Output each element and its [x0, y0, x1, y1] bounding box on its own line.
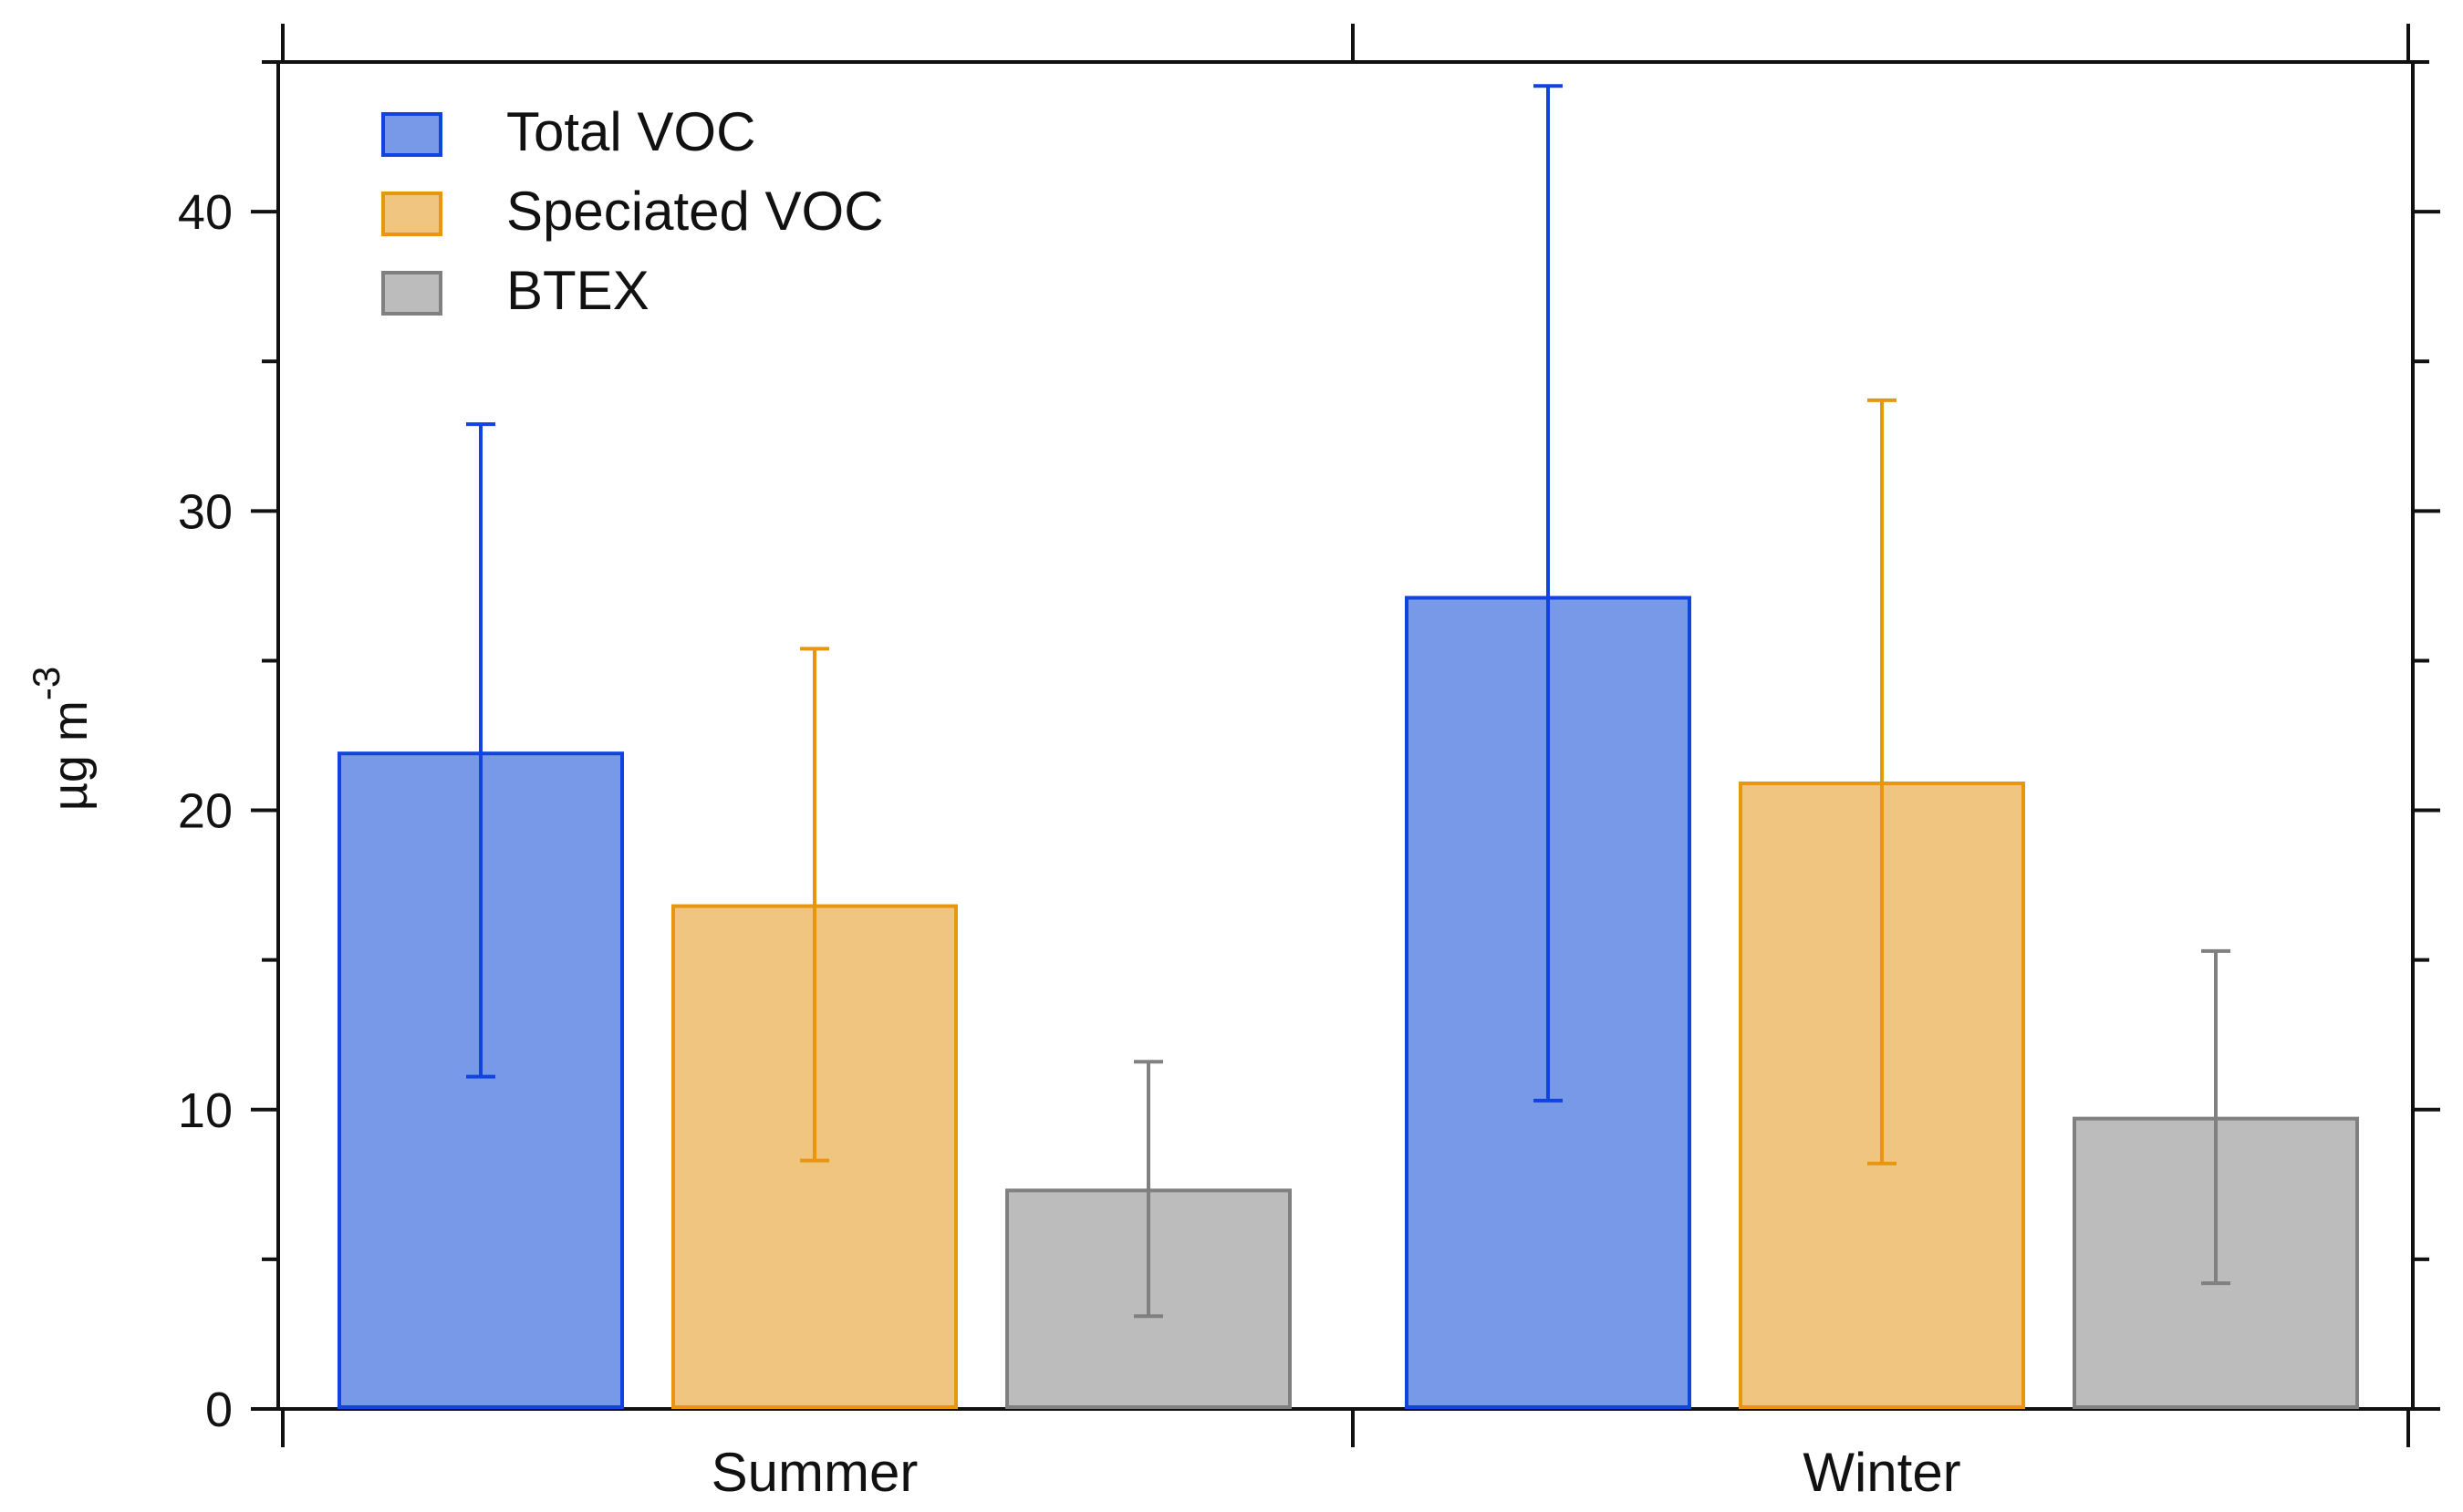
- legend-swatch: [381, 112, 442, 157]
- axes-layer: 0 10 20 30 40 Summer Winter: [178, 24, 2440, 1503]
- legend-swatch: [381, 271, 442, 316]
- bars-layer: [338, 84, 2359, 1410]
- y-axis-label: µg m-3: [25, 667, 98, 812]
- legend-label: BTEX: [506, 260, 650, 321]
- y-tick-label: 40: [178, 185, 233, 240]
- legend: Total VOC Speciated VOC BTEX: [381, 101, 884, 321]
- y-tick-label: 0: [205, 1383, 233, 1437]
- y-tick-label: 30: [178, 484, 233, 539]
- y-tick-label: 20: [178, 784, 233, 839]
- legend-swatch: [381, 192, 442, 236]
- legend-label: Total VOC: [506, 101, 755, 162]
- legend-label: Speciated VOC: [506, 181, 884, 242]
- y-axis-label-superscript: -3: [25, 667, 68, 700]
- x-category-label: Summer: [712, 1442, 919, 1503]
- plot-frame: [276, 60, 2415, 1411]
- y-tick-label: 10: [178, 1083, 233, 1138]
- x-category-label: Winter: [1803, 1442, 1960, 1503]
